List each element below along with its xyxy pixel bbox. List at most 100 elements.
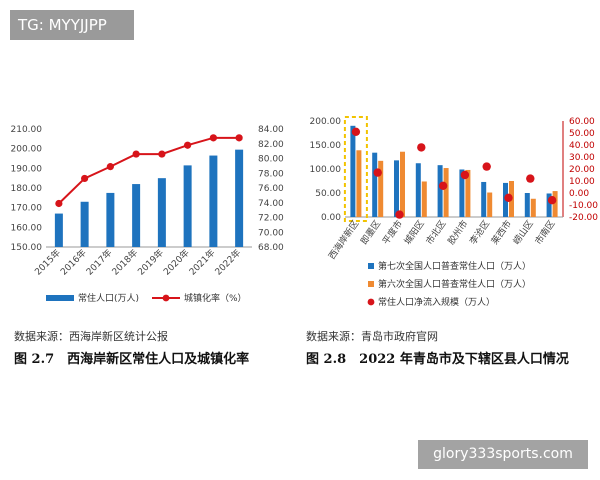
xtick-2-6: 李沧区 [467, 218, 492, 247]
bar-population-0 [54, 213, 63, 247]
source-left: 数据来源：西海岸新区统计公报 [14, 330, 168, 343]
xtick-1-6: 2021年 [186, 247, 217, 278]
point-net-inflow-7 [504, 193, 513, 202]
bar-population-7 [235, 149, 244, 247]
ytick-left-1-5: 200.00 [11, 145, 43, 155]
line-urbanization [58, 136, 240, 205]
xtick-2-1: 即墨区 [359, 218, 384, 246]
xtick-2-4: 市北区 [423, 218, 448, 247]
xtick-2-7: 莱西市 [489, 218, 514, 247]
xtick-2-8: 崂山区 [511, 218, 536, 246]
bar-census6-2 [400, 151, 405, 217]
legend-label-census7: 第七次全国人口普查常住人口（万人） [378, 260, 531, 272]
bar-population-4 [157, 178, 166, 247]
ytick-right-2-3: 10.00 [569, 177, 595, 187]
ytick-left-2-1: 50.00 [315, 189, 341, 199]
legend-swatch-census6 [368, 281, 374, 287]
point-urbanization-1 [81, 174, 89, 183]
ytick-right-2-4: 20.00 [569, 165, 595, 175]
xtick-2-5: 胶州市 [445, 218, 470, 247]
legend-marker-urbanization [162, 294, 170, 302]
ytick-right-1-8: 84.00 [258, 125, 284, 135]
bar-census6-5 [465, 169, 471, 217]
legend-label-population: 常住人口(万人) [78, 292, 139, 304]
ytick-right-1-4: 76.00 [258, 184, 284, 194]
xtick-2-3: 城阳区 [402, 218, 427, 246]
ytick-left-1-2: 170.00 [11, 204, 43, 214]
point-net-inflow-5 [460, 170, 470, 180]
bar-census7-2 [394, 160, 399, 217]
ytick-left-1-3: 180.00 [11, 184, 43, 194]
xtick-1-7: 2022年 [212, 247, 243, 278]
ytick-left-2-0: 0.00 [321, 213, 341, 223]
ytick-right-1-0: 68.00 [258, 243, 284, 253]
bar-census7-0 [350, 125, 356, 217]
point-urbanization-2 [106, 163, 114, 171]
bar-census6-1 [378, 160, 384, 217]
legend-marker-net-inflow [367, 298, 375, 306]
point-net-inflow-2 [395, 210, 404, 219]
highlight-box [343, 116, 368, 222]
bar-census6-8 [530, 198, 536, 217]
bar-census7-3 [415, 163, 421, 217]
point-net-inflow-6 [482, 162, 491, 171]
bar-census6-6 [487, 192, 493, 217]
xtick-2-2: 平度市 [380, 218, 405, 247]
ytick-left-1-0: 150.00 [11, 243, 43, 253]
ytick-left-2-2: 100.00 [310, 165, 342, 175]
point-urbanization-7 [235, 134, 243, 142]
ytick-right-1-2: 72.00 [258, 214, 284, 224]
ytick-right-2-5: 30.00 [569, 153, 595, 163]
ytick-left-1-4: 190.00 [11, 164, 43, 174]
point-net-inflow-8 [526, 174, 535, 183]
point-urbanization-5 [184, 141, 192, 149]
xtick-1-5: 2020年 [161, 247, 192, 278]
caption-left: 图 2.7 西海岸新区常住人口及城镇化率 [14, 352, 250, 367]
bar-census7-4 [437, 165, 443, 217]
legend-label-census6: 第六次全国人口普查常住人口（万人） [378, 278, 531, 290]
ytick-right-2-7: 50.00 [569, 129, 595, 139]
source-right: 数据来源：青岛市政府官网 [306, 330, 438, 343]
ytick-right-1-1: 70.00 [258, 228, 284, 238]
bar-population-6 [209, 155, 218, 247]
ytick-right-2-1: -10.00 [569, 201, 598, 211]
bar-population-5 [183, 165, 192, 247]
legend-swatch-census7 [368, 263, 374, 269]
bar-census6-9 [552, 191, 558, 217]
ytick-right-2-0: -20.00 [569, 213, 598, 223]
ytick-right-2-6: 40.00 [569, 141, 595, 151]
point-net-inflow-3 [417, 143, 426, 152]
legend-swatch-population [46, 295, 74, 301]
xtick-2-0: 西海岸新区 [326, 218, 362, 262]
xtick-1-2: 2017年 [83, 247, 114, 278]
bar-census7-9 [546, 193, 552, 217]
ytick-right-2-2: 0.00 [569, 189, 589, 199]
ytick-left-2-4: 200.00 [310, 117, 342, 127]
point-urbanization-0 [55, 199, 63, 208]
bar-population-3 [132, 184, 141, 247]
bar-census7-8 [524, 193, 530, 217]
watermark-label: glory333sports.com [418, 440, 588, 469]
ytick-right-2-8: 60.00 [569, 117, 595, 127]
ytick-left-1-1: 160.00 [11, 223, 43, 233]
point-urbanization-3 [132, 150, 140, 158]
legend-label-urbanization: 城镇化率（%） [184, 292, 247, 304]
bar-census7-1 [372, 152, 378, 217]
bar-census6-4 [443, 168, 449, 217]
point-net-inflow-9 [547, 196, 557, 205]
tag-label: TG: MYYJJPP [10, 10, 134, 40]
ytick-right-1-6: 80.00 [258, 155, 284, 165]
xtick-2-9: 市南区 [532, 218, 557, 247]
ytick-right-1-7: 82.00 [258, 140, 284, 150]
ytick-left-2-3: 150.00 [310, 141, 342, 151]
bar-population-1 [80, 201, 89, 247]
bar-population-2 [106, 192, 115, 247]
bar-census6-0 [356, 150, 362, 217]
point-net-inflow-0 [351, 127, 361, 136]
ytick-left-1-6: 210.00 [11, 125, 43, 135]
xtick-1-4: 2019年 [135, 247, 166, 278]
bar-census7-5 [459, 169, 465, 217]
xtick-1-1: 2016年 [58, 247, 89, 278]
caption-right: 图 2.8 2022 年青岛市及下辖区县人口情况 [306, 352, 569, 367]
